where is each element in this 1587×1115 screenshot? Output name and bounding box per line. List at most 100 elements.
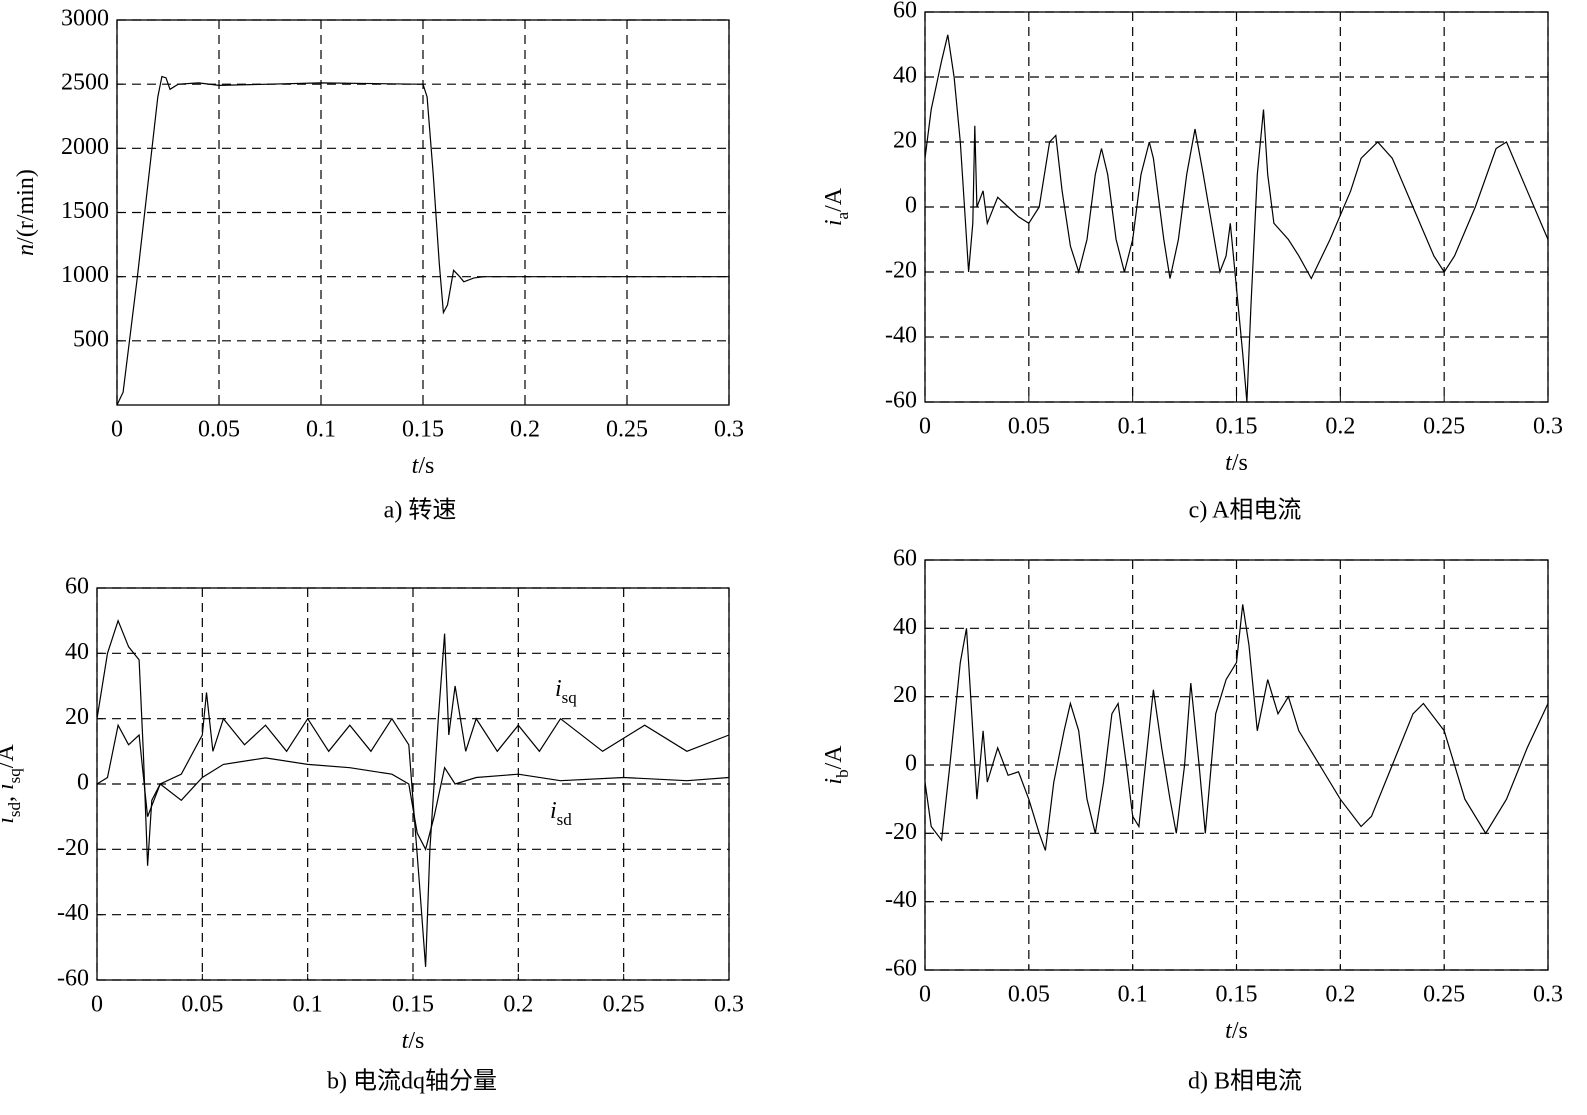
x-tick-label: 0.05: [1008, 414, 1050, 440]
label-part: /(r/min): [13, 169, 39, 244]
label-part: /s: [1232, 1018, 1248, 1044]
plot-frame: [924, 559, 1549, 971]
y-tick-label: 0: [905, 193, 917, 219]
y-tick-label: -40: [885, 323, 917, 349]
caption: b) 电流dq轴分量: [327, 1068, 497, 1095]
y-tick-label: 20: [65, 704, 89, 730]
y-axis-label: ia/A: [821, 187, 853, 226]
label-part: i: [0, 783, 19, 790]
x-tick-label: 0.3: [714, 417, 744, 443]
x-tick-label: 0.3: [1533, 982, 1563, 1008]
x-tick-label: 0.2: [1325, 982, 1355, 1008]
x-axis-label: t/s: [412, 453, 435, 479]
x-axis-label: t/s: [402, 1028, 425, 1054]
y-tick-label: 500: [73, 326, 109, 352]
y-axis-label: ib/A: [821, 745, 853, 785]
y-tick-label: 20: [893, 128, 917, 154]
panel: 0 0.05 0.1 0.15 0.2 0.25 0.3-60-40-200204060t/…: [0, 574, 744, 1095]
y-tick-label: 20: [893, 682, 917, 708]
label-part: /s: [1232, 450, 1248, 476]
label-part: b: [833, 769, 852, 778]
panel: 0 0.05 0.1 0.15 0.2 0.25 0.3-60-40-200204060t/…: [821, 546, 1564, 1095]
y-tick-label: -60: [885, 956, 917, 982]
x-tick-label: 0: [919, 982, 931, 1008]
panel: 0 0.05 0.1 0.15 0.2 0.25 0.3 500 1000 1500 2000 250…: [13, 6, 745, 524]
x-tick-label: 0.1: [293, 992, 323, 1018]
x-tick-label: 0.1: [1118, 414, 1148, 440]
label-part: sq: [5, 768, 24, 784]
y-tick-label: -60: [885, 388, 917, 414]
y-tick-label: -40: [885, 887, 917, 913]
x-axis-label: t/s: [1225, 450, 1248, 476]
label-part: /A: [821, 187, 847, 212]
plot-frame: [116, 19, 730, 406]
x-tick-label: 0.15: [392, 992, 434, 1018]
label-part: /A: [0, 744, 19, 769]
label-part: ,: [0, 790, 19, 802]
label-part: t: [402, 1028, 410, 1054]
y-tick-label: -40: [57, 900, 89, 926]
y-tick-label: 40: [893, 614, 917, 640]
x-tick-label: 0.2: [510, 417, 540, 443]
trace: [96, 723, 730, 851]
x-tick-label: 0.05: [198, 417, 240, 443]
x-axis-label: t/s: [1225, 1018, 1248, 1044]
label-part: t: [412, 453, 420, 479]
x-tick-label: 0.25: [603, 992, 645, 1018]
label-part: i: [550, 798, 557, 824]
y-tick-label: 60: [893, 0, 917, 24]
y-tick-label: 2000: [61, 134, 109, 160]
label-part: /A: [821, 745, 847, 770]
panel: 0 0.05 0.1 0.15 0.2 0.25 0.3-60-40-200204060t/…: [821, 0, 1564, 524]
label-part: i: [0, 817, 19, 824]
x-tick-label: 0.3: [714, 992, 744, 1018]
x-tick-label: 0: [91, 992, 103, 1018]
label-part: i: [555, 676, 562, 702]
y-axis-label: n/(r/min): [13, 169, 39, 256]
annotation: isd: [550, 798, 572, 830]
x-tick-label: 0.15: [1216, 414, 1258, 440]
x-tick-label: 0.25: [1423, 982, 1465, 1008]
label-part: n: [13, 244, 39, 256]
y-tick-label: -20: [57, 835, 89, 861]
x-tick-label: 0.1: [306, 417, 336, 443]
x-tick-label: 0.15: [1216, 982, 1258, 1008]
plot-frame: [924, 11, 1549, 403]
y-tick-label: 1500: [61, 198, 109, 224]
x-tick-label: 0.2: [1325, 414, 1355, 440]
label-part: t: [1225, 450, 1233, 476]
y-tick-label: 60: [893, 546, 917, 572]
caption: c) A相电流: [1189, 497, 1302, 524]
label-part: sd: [5, 802, 24, 818]
label-part: /s: [408, 1028, 424, 1054]
trace: [96, 618, 730, 967]
x-tick-label: 0: [111, 417, 123, 443]
x-tick-label: 0.25: [1423, 414, 1465, 440]
y-tick-label: -20: [885, 258, 917, 284]
label-part: sq: [562, 688, 578, 707]
caption: d) B相电流: [1188, 1068, 1302, 1095]
x-tick-label: 0.25: [606, 417, 648, 443]
label-part: /s: [418, 453, 434, 479]
y-axis-label: isd, isq/A: [0, 744, 24, 824]
x-tick-label: 0: [919, 414, 931, 440]
trace: [116, 75, 729, 406]
trace: [924, 604, 1549, 851]
y-tick-label: 2500: [61, 70, 109, 96]
x-tick-label: 0.05: [181, 992, 223, 1018]
label-part: a: [833, 211, 852, 219]
caption: a) 转速: [384, 497, 457, 524]
y-tick-label: 1000: [61, 262, 109, 288]
y-tick-label: 40: [893, 63, 917, 89]
x-tick-label: 0.15: [402, 417, 444, 443]
x-tick-label: 0.2: [503, 992, 533, 1018]
x-tick-label: 0.05: [1008, 982, 1050, 1008]
label-part: t: [1225, 1018, 1233, 1044]
y-tick-label: 0: [77, 770, 89, 796]
y-tick-label: 40: [65, 639, 89, 665]
y-tick-label: 3000: [61, 6, 109, 32]
x-tick-label: 0.1: [1118, 982, 1148, 1008]
y-tick-label: 0: [905, 751, 917, 777]
label-part: i: [821, 778, 847, 785]
y-tick-label: -20: [885, 819, 917, 845]
